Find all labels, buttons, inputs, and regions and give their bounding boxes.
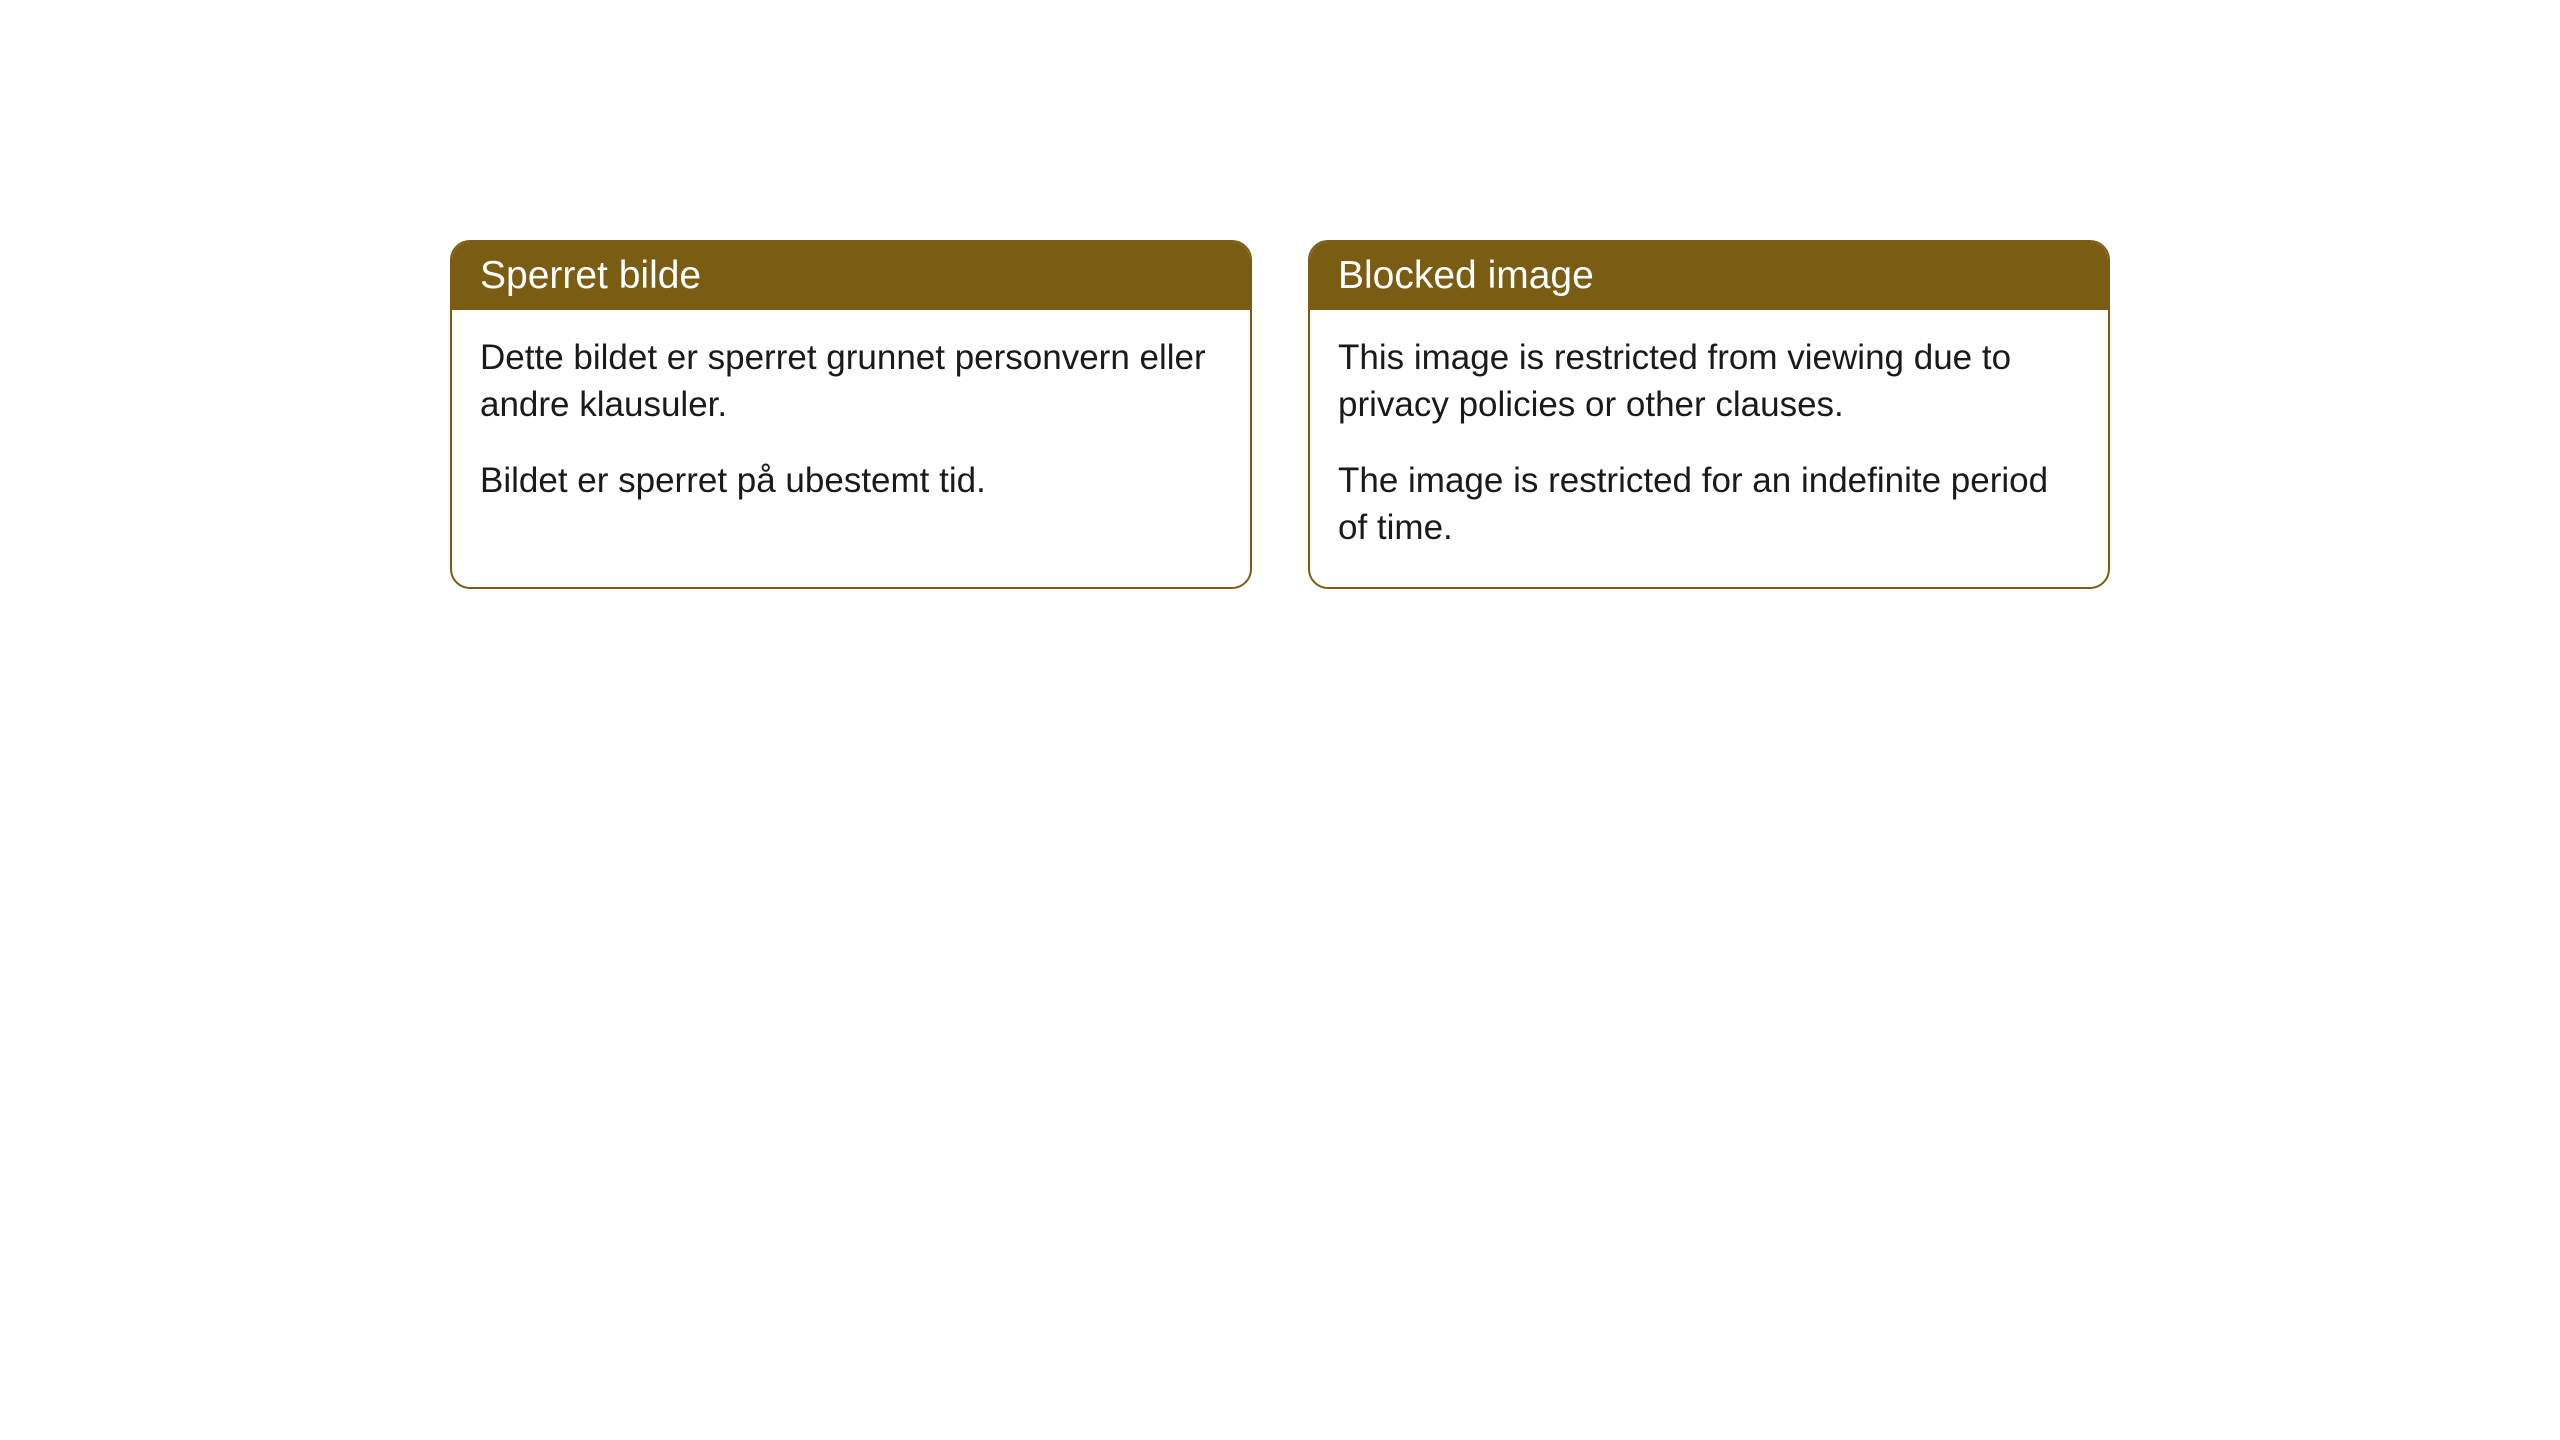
card-header: Sperret bilde <box>452 242 1250 310</box>
card-title: Blocked image <box>1338 254 1594 297</box>
card-header: Blocked image <box>1310 242 2108 310</box>
card-body: This image is restricted from viewing du… <box>1310 310 2108 587</box>
card-paragraph: The image is restricted for an indefinit… <box>1338 457 2080 552</box>
blocked-image-card-norwegian: Sperret bilde Dette bildet er sperret gr… <box>450 240 1252 589</box>
card-body: Dette bildet er sperret grunnet personve… <box>452 310 1250 540</box>
card-paragraph: Bildet er sperret på ubestemt tid. <box>480 457 1222 504</box>
notice-cards-container: Sperret bilde Dette bildet er sperret gr… <box>450 240 2560 589</box>
blocked-image-card-english: Blocked image This image is restricted f… <box>1308 240 2110 589</box>
card-paragraph: This image is restricted from viewing du… <box>1338 334 2080 429</box>
card-paragraph: Dette bildet er sperret grunnet personve… <box>480 334 1222 429</box>
card-title: Sperret bilde <box>480 254 701 297</box>
